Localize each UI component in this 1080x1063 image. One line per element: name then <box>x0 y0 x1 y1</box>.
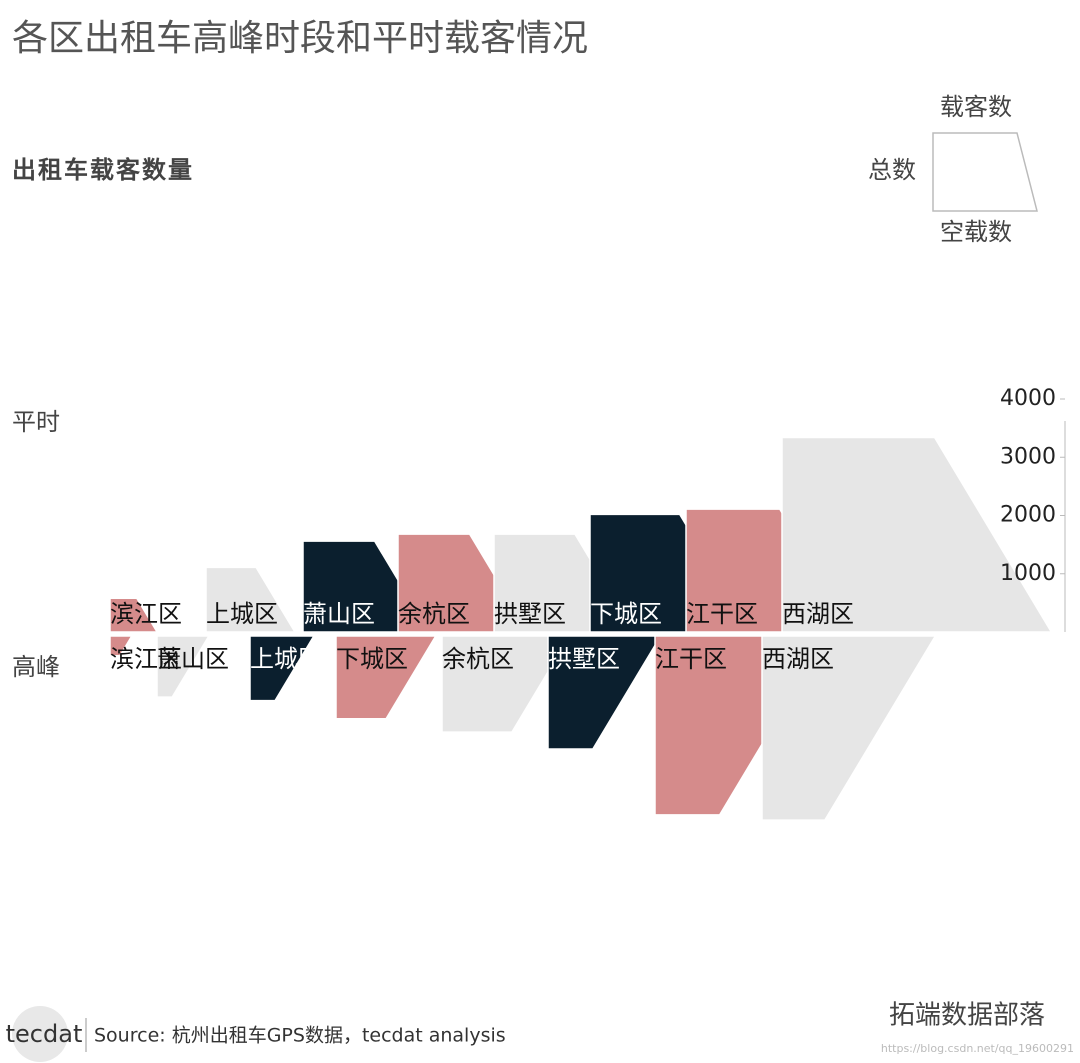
legend-left: 总数 <box>868 156 916 184</box>
district-label: 拱墅区 <box>494 600 566 628</box>
district-label: 余杭区 <box>442 645 514 673</box>
logo-bg <box>12 1006 68 1062</box>
logo: tecdat <box>6 1020 83 1048</box>
district-label: 西湖区 <box>782 600 854 628</box>
district-label: 西湖区 <box>762 645 834 673</box>
district-shape <box>441 635 571 733</box>
chart-title: 各区出租车高峰时段和平时载客情况 <box>12 18 588 59</box>
legend-shape <box>932 132 1038 212</box>
district-label: 上城区 <box>206 600 278 628</box>
district-label: 拱墅区 <box>548 645 620 673</box>
district-label: 江干区 <box>655 645 727 673</box>
district-label: 滨江区 <box>110 600 182 628</box>
footer: tecdat Source: 杭州出租车GPS数据，tecdat analysi… <box>6 1001 1074 1062</box>
district-shape <box>781 436 1053 633</box>
legend-bottom: 空载数 <box>940 218 1012 246</box>
district-label: 上城区 <box>250 645 322 673</box>
district-label: 滨江区 <box>110 645 182 673</box>
district-shape <box>109 597 159 633</box>
district-shape <box>761 635 937 821</box>
district-shape <box>547 635 662 750</box>
district-label: 下城区 <box>590 600 662 628</box>
district-label: 下城区 <box>336 645 408 673</box>
y-tick-label: 4000 <box>1000 386 1056 411</box>
url: https://blog.csdn.net/qq_19600291 <box>881 1042 1074 1055</box>
subtitle: 出租车载客数量 <box>12 156 194 184</box>
watermark: 拓端数据部落 <box>889 1001 1045 1031</box>
district-shape <box>109 635 134 657</box>
district-label: 萧山区 <box>157 645 229 673</box>
row-label: 平时 <box>12 408 60 436</box>
district-shape <box>205 566 297 633</box>
y-tick-label: 2000 <box>1000 503 1056 528</box>
legend: 载客数 总数 空载数 <box>868 93 1038 246</box>
district-shape <box>249 635 316 702</box>
labels: 滨江区 上城区 萧山区 余杭区 拱墅区 下城区 江干区 西湖区滨江区萧山区 上城区 下城区 余杭区拱… <box>110 600 854 673</box>
district-label: 萧山区 <box>303 600 375 628</box>
source: Source: 杭州出租车GPS数据，tecdat analysis <box>94 1025 506 1047</box>
district-shape <box>335 635 438 720</box>
row-label: 高峰 <box>12 653 60 681</box>
legend-top: 载客数 <box>940 93 1012 121</box>
shapes <box>109 436 1053 821</box>
district-label: 江干区 <box>686 600 758 628</box>
y-tick-label: 1000 <box>1000 561 1056 586</box>
y-tick-label: 3000 <box>1000 444 1056 469</box>
district-label: 余杭区 <box>398 600 470 628</box>
district-shape <box>156 635 211 698</box>
